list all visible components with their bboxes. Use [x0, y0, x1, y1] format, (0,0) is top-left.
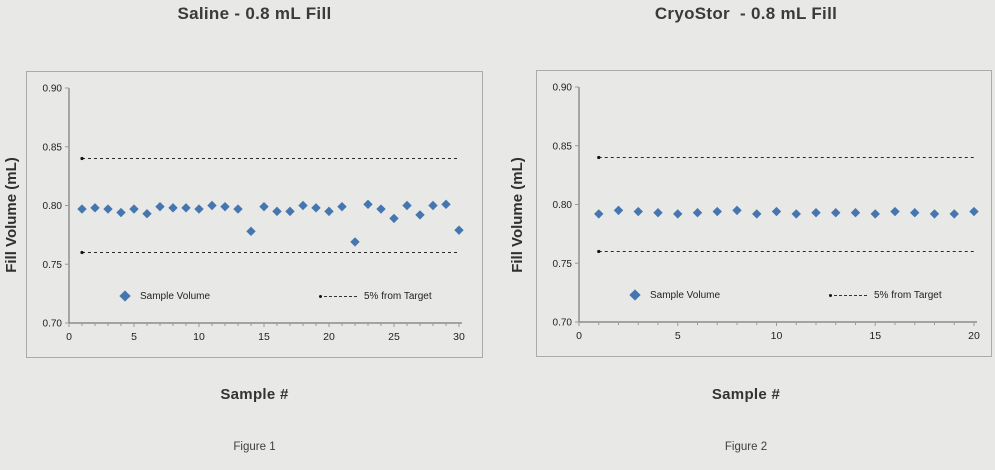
svg-text:5: 5 [131, 331, 137, 343]
svg-text:10: 10 [771, 330, 783, 342]
svg-text:30: 30 [453, 331, 465, 343]
svg-text:5: 5 [675, 330, 681, 342]
legend: Sample Volume [119, 289, 210, 303]
svg-text:25: 25 [388, 331, 400, 343]
svg-text:0.75: 0.75 [553, 259, 573, 270]
figure-caption: Figure 2 [724, 441, 768, 453]
sample-volume-marker-icon [629, 289, 641, 301]
limit-line-dot-icon [829, 293, 832, 297]
legend-label-limit: 5% from Target [874, 289, 942, 301]
legend-label-sample-volume: Sample Volume [650, 289, 721, 301]
svg-text:20: 20 [968, 330, 980, 342]
sample-volume-marker-icon [119, 290, 131, 302]
chart-title: CryoStor - 0.8 mL Fill [654, 4, 838, 23]
legend-label-limit: 5% from Target [364, 290, 432, 302]
legend: Sample Volume [629, 288, 720, 302]
figure-1-saline-chart: Saline - 0.8 mL Fill Fill Volume (mL) 0.… [0, 0, 497, 470]
legend: 5% from Target [319, 289, 432, 303]
saline-scatter-plot: 0.70 0.75 0.80 0.85 0.90 0 5 10 15 20 25 30 [43, 84, 465, 344]
svg-text:0.90: 0.90 [43, 84, 63, 95]
plot-frame: 0.70 0.75 0.80 0.85 0.90 0 5 10 15 20 Sample Volu… [536, 70, 992, 357]
svg-text:0.90: 0.90 [553, 83, 573, 94]
legend: 5% from Target [829, 288, 942, 302]
svg-text:0.80: 0.80 [553, 200, 573, 211]
svg-text:0.85: 0.85 [43, 142, 63, 153]
svg-text:15: 15 [258, 331, 270, 343]
svg-text:0.75: 0.75 [43, 260, 63, 271]
figure-2-cryostor-chart: CryoStor - 0.8 mL Fill Fill Volume (mL) … [497, 0, 995, 470]
legend-label-sample-volume: Sample Volume [140, 290, 211, 302]
x-axis-label: Sample # [220, 386, 289, 403]
plot-frame: 0.70 0.75 0.80 0.85 0.90 0 5 10 15 20 25 30 Sample … [26, 71, 483, 358]
chart-title: Saline - 0.8 mL Fill [177, 4, 332, 23]
svg-text:15: 15 [869, 330, 881, 342]
x-axis-label: Sample # [711, 386, 781, 403]
svg-text:0: 0 [576, 330, 582, 342]
svg-text:10: 10 [193, 331, 205, 343]
svg-text:0.85: 0.85 [553, 141, 573, 152]
limit-line-dot-icon [319, 294, 322, 298]
svg-text:0: 0 [66, 331, 72, 343]
limit-line-dash-icon [834, 294, 867, 296]
y-axis-label: Fill Volume (mL) [509, 157, 526, 273]
svg-text:0.80: 0.80 [43, 201, 63, 212]
limit-line-dash-icon [324, 295, 357, 297]
y-axis-label: Fill Volume (mL) [3, 157, 20, 273]
cryostor-scatter-plot: 0.70 0.75 0.80 0.85 0.90 0 5 10 15 20 [553, 83, 980, 343]
svg-text:0.70: 0.70 [43, 319, 63, 330]
svg-text:0.70: 0.70 [553, 318, 573, 329]
svg-text:20: 20 [323, 331, 335, 343]
figure-caption: Figure 1 [233, 441, 276, 453]
